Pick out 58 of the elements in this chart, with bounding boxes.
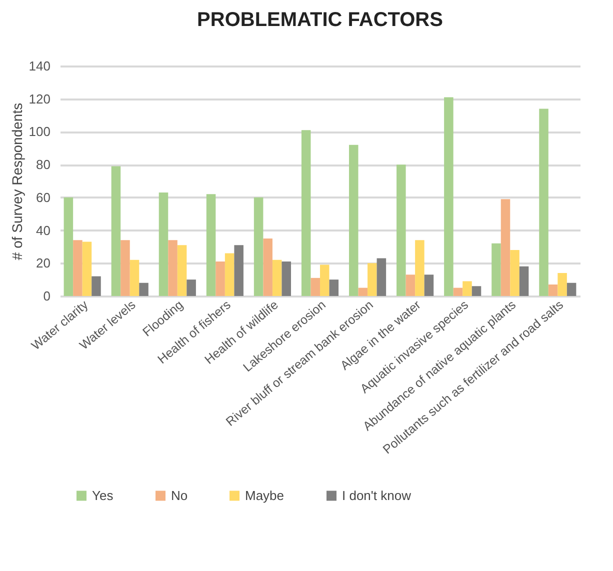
bar	[263, 238, 272, 296]
bar	[64, 197, 74, 296]
bar	[168, 240, 178, 296]
bar	[158, 192, 168, 296]
bar	[329, 280, 339, 296]
bar	[234, 245, 244, 296]
y-tick-label: 80	[36, 157, 50, 172]
bar	[348, 144, 358, 296]
bar	[301, 130, 311, 296]
legend-label: Maybe	[245, 488, 284, 503]
y-tick-label: 20	[36, 256, 50, 271]
bar	[358, 288, 368, 296]
y-axis-title: # of Survey Respondents	[8, 102, 25, 260]
bar	[444, 97, 454, 296]
bar	[224, 253, 234, 296]
bar	[462, 281, 472, 296]
y-tick-label: 40	[36, 222, 50, 238]
bar	[415, 240, 424, 296]
bar	[82, 242, 92, 296]
bar	[424, 274, 434, 296]
bar	[396, 164, 406, 296]
bar	[566, 282, 576, 296]
bar	[376, 258, 386, 296]
bar	[139, 282, 148, 296]
bar	[519, 266, 529, 296]
bar	[310, 278, 320, 296]
bar	[177, 245, 187, 296]
y-tick-label: 120	[28, 91, 50, 106]
bar	[492, 243, 501, 296]
legend-label: I don't know	[342, 488, 412, 503]
bar	[254, 197, 264, 296]
bar	[130, 260, 140, 296]
chart-title: PROBLEMATIC FACTORS	[197, 9, 443, 31]
bar	[272, 260, 282, 296]
bar	[92, 276, 101, 296]
bar	[186, 280, 196, 296]
bar	[216, 262, 225, 296]
bar	[320, 264, 330, 296]
legend-label: Yes	[92, 488, 114, 503]
y-tick-label: 0	[43, 288, 50, 304]
bar	[558, 273, 567, 296]
bar	[406, 274, 416, 296]
bar	[206, 194, 216, 296]
bar	[73, 240, 82, 296]
y-tick-label: 100	[28, 124, 50, 140]
bar	[120, 240, 130, 296]
bar	[472, 286, 482, 296]
y-tick-label: 60	[36, 190, 50, 205]
legend-label: No	[171, 488, 188, 503]
bar	[368, 263, 377, 296]
bar	[510, 250, 520, 296]
bar	[548, 284, 558, 296]
y-tick-label: 140	[28, 58, 50, 74]
bar	[111, 166, 121, 296]
bar	[500, 199, 510, 296]
bar	[539, 108, 548, 296]
bar	[282, 262, 292, 296]
bar	[453, 288, 463, 296]
